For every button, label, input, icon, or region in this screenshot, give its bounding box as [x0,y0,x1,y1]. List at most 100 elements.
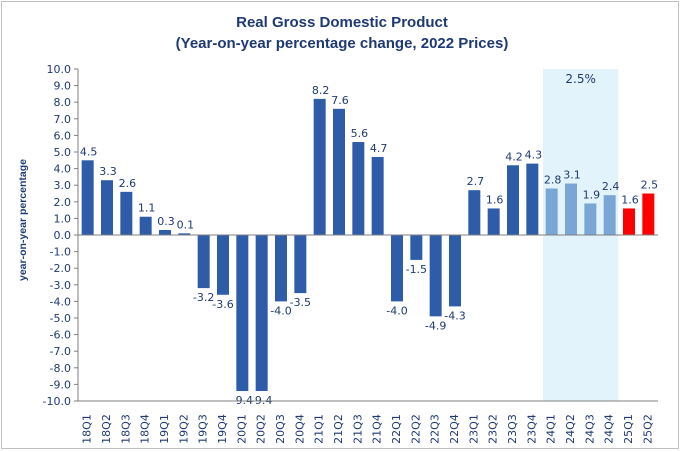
x-tick-label-25Q1: 25Q1 [622,414,635,444]
bar-25Q1 [623,208,635,235]
x-tick-label-25Q2: 25Q2 [641,414,654,444]
bar-22Q1 [391,235,403,302]
y-tick-label: 1.0 [54,212,72,225]
data-label-19Q3: -3.2 [193,291,214,304]
x-tick-label-24Q2: 24Q2 [564,414,577,444]
y-tick-label: 2.0 [54,196,72,209]
bar-18Q3 [120,191,133,235]
x-tick-label-23Q1: 23Q1 [467,414,480,444]
x-tick-label-24Q4: 24Q4 [603,414,616,444]
data-label-19Q1: 0.3 [157,215,175,228]
y-tick-label: -6.0 [50,329,71,342]
data-label-23Q3: 4.2 [505,150,523,163]
bar-23Q4 [526,163,539,235]
x-tick-label-18Q4: 18Q4 [139,414,152,444]
data-label-24Q4: 2.4 [602,180,620,193]
x-tick-label-23Q3: 23Q3 [506,414,519,444]
data-label-23Q4: 4.3 [525,149,543,162]
x-tick-label-24Q3: 24Q3 [583,414,596,444]
y-tick-label: -9.0 [50,378,71,391]
x-tick-label-22Q4: 22Q4 [448,414,461,444]
bar-21Q2 [333,108,345,235]
y-tick-label: -5.0 [50,312,71,325]
bar-19Q3 [197,235,210,289]
x-tick-label-24Q1: 24Q1 [545,414,558,444]
bar-20Q1 [236,235,249,392]
bar-23Q2 [487,208,500,235]
y-tick-label: 3.0 [54,179,72,192]
bar-24Q2 [565,183,577,235]
bar-21Q4 [371,156,384,235]
data-label-20Q4: -3.5 [290,296,311,309]
data-label-18Q4: 1.1 [138,202,156,215]
bar-18Q2 [101,180,113,235]
bar-21Q1 [313,98,326,235]
bar-20Q3 [275,235,287,302]
chart-subtitle: (Year-on-year percentage change, 2022 Pr… [175,35,509,52]
y-tick-label: -4.0 [50,295,71,308]
x-tick-label-18Q3: 18Q3 [119,414,132,444]
y-tick-label: 5.0 [54,146,72,159]
data-label-19Q2: 0.1 [177,218,195,231]
x-tick-label-21Q2: 21Q2 [332,414,345,444]
y-tick-label: 9.0 [54,80,72,93]
x-tick-label-20Q1: 20Q1 [235,414,248,444]
bar-19Q2 [178,233,191,235]
bar-20Q4 [294,235,307,294]
x-tick-label-18Q1: 18Q1 [81,414,94,444]
bar-22Q3 [429,235,442,317]
y-tick-label: 0.0 [54,229,72,242]
bar-22Q2 [410,235,423,260]
x-tick-label-19Q2: 19Q2 [177,414,190,444]
x-tick-label-19Q1: 19Q1 [158,414,171,444]
bar-18Q4 [139,216,152,235]
x-tick-label-21Q4: 21Q4 [371,414,384,444]
bar-24Q3 [584,203,597,235]
data-label-24Q3: 1.9 [583,188,601,201]
y-tick-label: -3.0 [50,279,71,292]
y-tick-label: 10.0 [47,63,72,76]
data-label-22Q2: -1.5 [406,263,427,276]
bar-23Q3 [507,165,519,235]
data-label-24Q1: 2.8 [544,174,562,187]
x-tick-label-20Q2: 20Q2 [255,414,268,444]
y-tick-label: 4.0 [54,163,72,176]
bar-18Q1 [81,160,94,235]
data-label-24Q2: 3.1 [563,169,581,182]
x-tick-label-22Q1: 22Q1 [390,414,403,444]
bar-23Q1 [468,190,481,235]
bar-19Q4 [217,235,229,295]
x-tick-label-23Q4: 23Q4 [525,414,538,444]
y-tick-label: 8.0 [54,96,72,109]
y-tick-label: 7.0 [54,113,72,126]
data-label-19Q4: -3.6 [212,298,233,311]
data-label-21Q2: 7.6 [331,94,349,107]
data-label-25Q2: 2.5 [641,179,659,192]
highlight-region-label: 2.5% [565,72,596,86]
bar-21Q3 [352,142,365,235]
x-tick-label-22Q3: 22Q3 [429,414,442,444]
y-tick-label: 6.0 [54,129,72,142]
y-tick-label: -10.0 [43,395,71,408]
y-tick-label: -8.0 [50,362,71,375]
chart-title: Real Gross Domestic Product [236,14,448,31]
data-label-18Q1: 4.5 [80,145,98,158]
data-label-23Q2: 1.6 [486,193,504,206]
y-tick-label: -2.0 [50,262,71,275]
y-tick-label: -7.0 [50,345,71,358]
data-label-21Q3: 5.6 [351,127,369,140]
x-tick-label-20Q4: 20Q4 [293,414,306,444]
bar-24Q1 [545,188,558,235]
x-tick-label-21Q3: 21Q3 [351,414,364,444]
bar-19Q1 [159,230,171,235]
data-label-21Q4: 4.7 [370,142,388,155]
x-tick-label-19Q4: 19Q4 [216,414,229,444]
y-tick-label: -1.0 [50,246,71,259]
bar-20Q2 [255,235,268,392]
x-tick-label-23Q2: 23Q2 [487,414,500,444]
x-tick-label-21Q1: 21Q1 [313,414,326,444]
x-tick-label-22Q2: 22Q2 [409,414,422,444]
data-label-20Q3: -4.0 [270,304,291,317]
data-label-22Q3: -4.9 [425,319,446,332]
